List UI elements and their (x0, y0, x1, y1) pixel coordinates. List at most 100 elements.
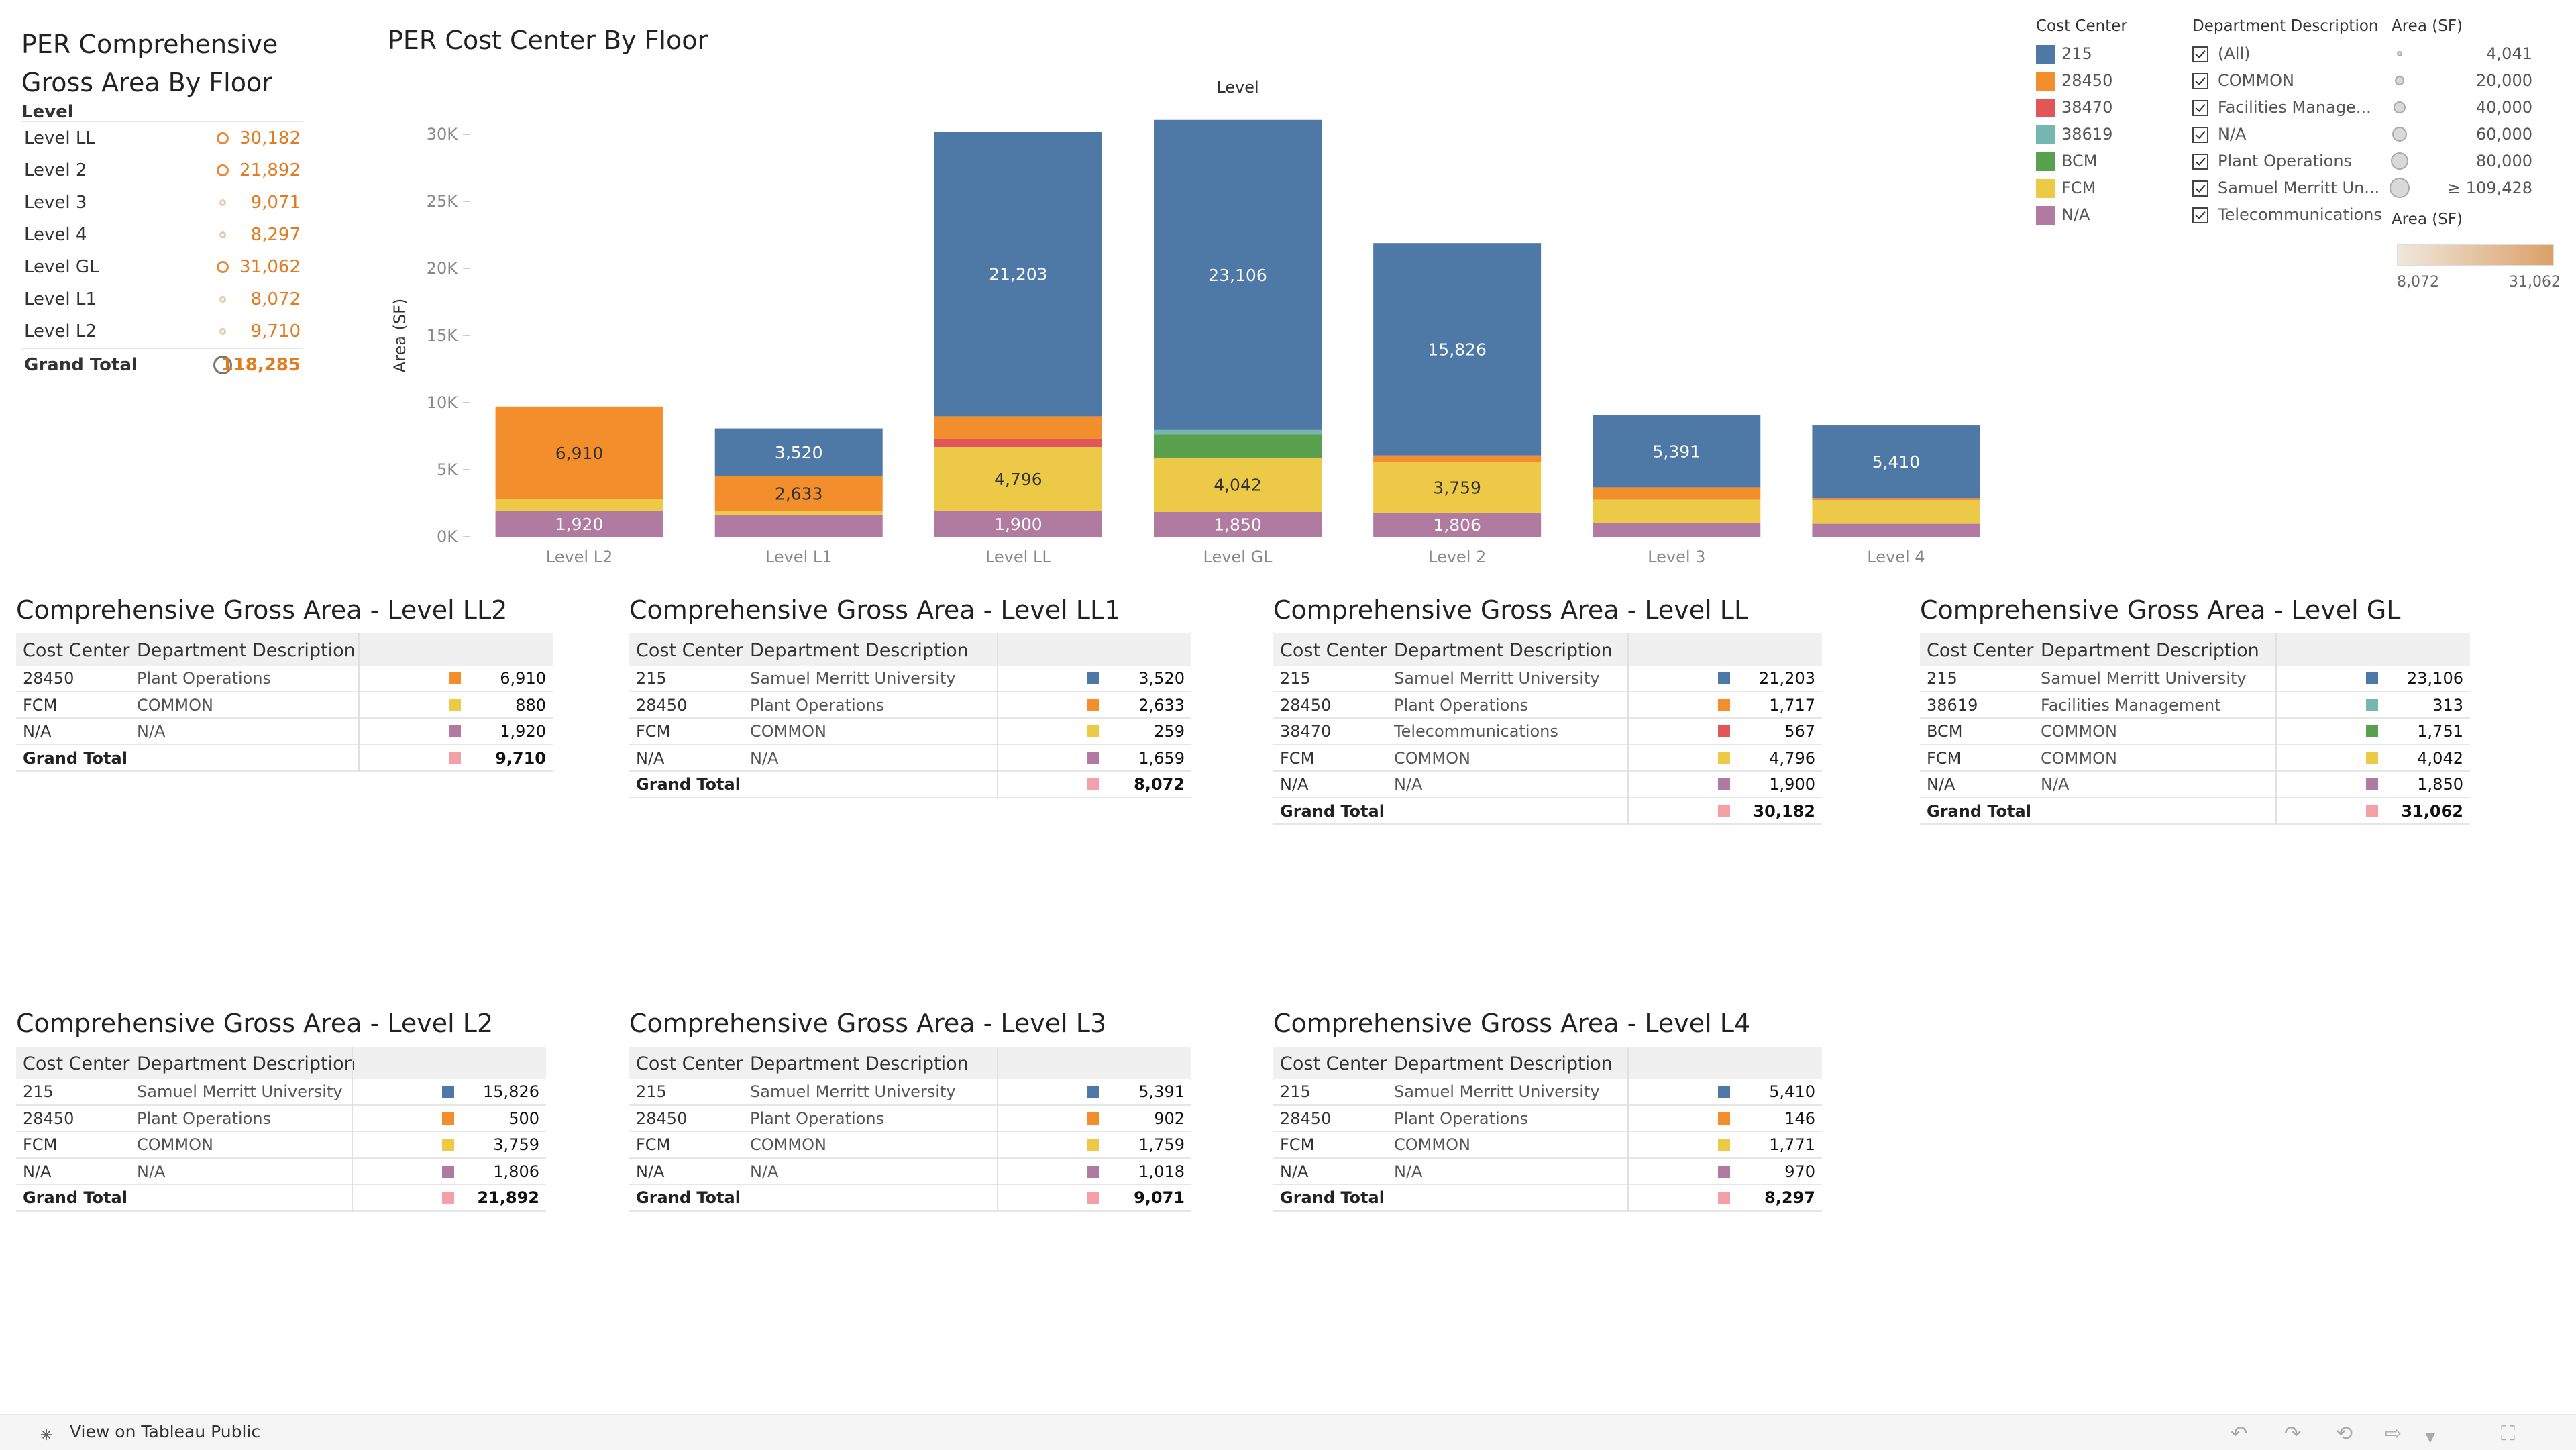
grand-total-row[interactable]: Grand Total 9,710 (16, 745, 553, 772)
bar-segment-level-gl-fcm[interactable] (1154, 458, 1322, 512)
grand-total-row[interactable]: Grand Total 9,071 (629, 1185, 1191, 1212)
column-header-cost-center[interactable]: Cost Center (23, 640, 130, 661)
column-header-department[interactable]: Department Description (1394, 640, 1613, 661)
summary-row[interactable]: Level LL 30,182 (21, 122, 303, 154)
redo-icon[interactable]: ↷ (2284, 1422, 2302, 1445)
bar-segment-level-4-na[interactable] (1812, 523, 1980, 537)
fullscreen-icon[interactable]: ⛶ (2501, 1422, 2515, 1445)
department-filter-item[interactable]: N/A (2192, 121, 2394, 148)
column-header-cost-center[interactable]: Cost Center (636, 640, 743, 661)
table-row[interactable]: 28450 Plant Operations 2,633 (629, 692, 1191, 719)
checkbox-checked-icon[interactable] (2192, 207, 2208, 223)
table-row[interactable]: 28450 Plant Operations 500 (16, 1106, 546, 1132)
share-icon[interactable]: ⇨ (2385, 1422, 2402, 1445)
table-row[interactable]: N/A N/A 1,659 (629, 745, 1191, 772)
bar-segment-level-l1-na[interactable] (714, 514, 883, 537)
undo-icon[interactable]: ↶ (2231, 1422, 2248, 1445)
department-filter[interactable]: Department Description (All) COMMON Facili… (2192, 16, 2394, 228)
bar-segment-level-2-fcm[interactable] (1373, 462, 1542, 513)
table-row[interactable]: 215 Samuel Merritt University 5,410 (1273, 1079, 1822, 1106)
checkbox-checked-icon[interactable] (2192, 100, 2208, 116)
cost-center-legend-item[interactable]: N/A (2036, 201, 2184, 228)
bar-segment-level-l2-28450[interactable] (495, 406, 663, 499)
table-row[interactable]: FCM COMMON 3,759 (16, 1132, 546, 1159)
column-header-cost-center[interactable]: Cost Center (1927, 640, 2034, 661)
table-row[interactable]: FCM COMMON 1,771 (1273, 1132, 1822, 1159)
table-row[interactable]: 38470 Telecommunications 567 (1273, 719, 1822, 745)
table-row[interactable]: FCM COMMON 259 (629, 719, 1191, 745)
bar-segment-level-ll-38470[interactable] (934, 439, 1102, 448)
table-row[interactable]: FCM COMMON 1,759 (629, 1132, 1191, 1159)
summary-row[interactable]: Level GL 31,062 (21, 251, 303, 283)
bar-segment-level-gl-bcm[interactable] (1154, 434, 1322, 458)
table-row[interactable]: 38619 Facilities Management 313 (1920, 692, 2470, 719)
grand-total-row[interactable]: Grand Total 8,072 (629, 772, 1191, 798)
table-row[interactable]: N/A N/A 1,806 (16, 1159, 546, 1185)
bar-segment-level-ll-na[interactable] (934, 511, 1102, 537)
table-row[interactable]: N/A N/A 1,900 (1273, 772, 1822, 798)
department-filter-item[interactable]: Samuel Merritt Un... (2192, 174, 2394, 201)
bar-segment-level-l1-28450[interactable] (714, 475, 883, 511)
table-row[interactable]: FCM COMMON 4,796 (1273, 745, 1822, 772)
bar-segment-level-l1-fcm[interactable] (714, 511, 883, 515)
table-row[interactable]: 215 Samuel Merritt University 3,520 (629, 666, 1191, 692)
grand-total-row[interactable]: Grand Total 31,062 (1920, 798, 2470, 825)
column-header-cost-center[interactable]: Cost Center (23, 1053, 130, 1074)
bar-segment-level-4-fcm[interactable] (1812, 500, 1980, 524)
summary-total-row[interactable]: Grand Total 118,285 (21, 348, 303, 381)
cost-center-legend[interactable]: Cost Center 215 28450 38470 38619 BCM FCM N/A (2036, 16, 2184, 228)
bar-segment-level-2-28450[interactable] (1373, 455, 1542, 462)
bar-segment-level-3-215[interactable] (1593, 415, 1761, 488)
bar-segment-level-4-215[interactable] (1812, 425, 1980, 499)
column-header-department[interactable]: Department Description (2041, 640, 2259, 661)
checkbox-checked-icon[interactable] (2192, 180, 2208, 197)
department-filter-item[interactable]: Plant Operations (2192, 148, 2394, 174)
bar-segment-level-gl-38619[interactable] (1154, 429, 1322, 435)
summary-row[interactable]: Level L2 9,710 (21, 315, 303, 348)
column-header-department[interactable]: Department Description (137, 640, 356, 661)
table-row[interactable]: 28450 Plant Operations 6,910 (16, 666, 553, 692)
cost-center-legend-item[interactable]: 28450 (2036, 67, 2184, 94)
cost-center-legend-item[interactable]: FCM (2036, 174, 2184, 201)
table-row[interactable]: 215 Samuel Merritt University 21,203 (1273, 666, 1822, 692)
bar-segment-level-3-fcm[interactable] (1593, 499, 1761, 523)
bar-segment-level-l2-na[interactable] (495, 511, 663, 537)
bar-segment-level-ll-215[interactable] (934, 132, 1102, 417)
table-row[interactable]: N/A N/A 1,920 (16, 719, 553, 745)
bar-segment-level-3-na[interactable] (1593, 523, 1761, 537)
bar-segment-level-2-215[interactable] (1373, 243, 1542, 456)
bar-segment-level-4-28450[interactable] (1812, 498, 1980, 501)
table-row[interactable]: 215 Samuel Merritt University 23,106 (1920, 666, 2470, 692)
table-row[interactable]: N/A N/A 970 (1273, 1159, 1822, 1185)
department-filter-item[interactable]: Facilities Manage... (2192, 94, 2394, 121)
column-header-department[interactable]: Department Description (750, 1053, 969, 1074)
table-row[interactable]: 28450 Plant Operations 1,717 (1273, 692, 1822, 719)
summary-row[interactable]: Level 4 8,297 (21, 219, 303, 251)
grand-total-row[interactable]: Grand Total 30,182 (1273, 798, 1822, 825)
checkbox-checked-icon[interactable] (2192, 73, 2208, 89)
bar-segment-level-l2-fcm[interactable] (495, 499, 663, 511)
cost-center-legend-item[interactable]: 215 (2036, 40, 2184, 67)
summary-row[interactable]: Level 2 21,892 (21, 154, 303, 187)
cost-center-legend-item[interactable]: 38470 (2036, 94, 2184, 121)
table-row[interactable]: FCM COMMON 880 (16, 692, 553, 719)
bar-segment-level-gl-215[interactable] (1154, 119, 1322, 430)
cost-center-legend-item[interactable]: 38619 (2036, 121, 2184, 148)
column-header-department[interactable]: Department Description (1394, 1053, 1613, 1074)
column-header-cost-center[interactable]: Cost Center (1280, 1053, 1387, 1074)
column-header-cost-center[interactable]: Cost Center (636, 1053, 743, 1074)
revert-icon[interactable]: ⟲ (2336, 1422, 2353, 1445)
bar-segment-level-3-28450[interactable] (1593, 487, 1761, 500)
table-row[interactable]: 28450 Plant Operations 146 (1273, 1106, 1822, 1132)
table-row[interactable]: 215 Samuel Merritt University 15,826 (16, 1079, 546, 1106)
department-filter-item[interactable]: Telecommunications (2192, 201, 2394, 228)
checkbox-checked-icon[interactable] (2192, 46, 2208, 62)
table-row[interactable]: N/A N/A 1,850 (1920, 772, 2470, 798)
bar-segment-level-l1-215[interactable] (714, 428, 883, 476)
summary-row[interactable]: Level L1 8,072 (21, 283, 303, 315)
department-filter-item[interactable]: (All) (2192, 40, 2394, 67)
view-on-tableau-link[interactable]: View on Tableau Public (70, 1422, 261, 1441)
column-header-department[interactable]: Department Description (750, 640, 969, 661)
column-header-cost-center[interactable]: Cost Center (1280, 640, 1387, 661)
table-row[interactable]: FCM COMMON 4,042 (1920, 745, 2470, 772)
